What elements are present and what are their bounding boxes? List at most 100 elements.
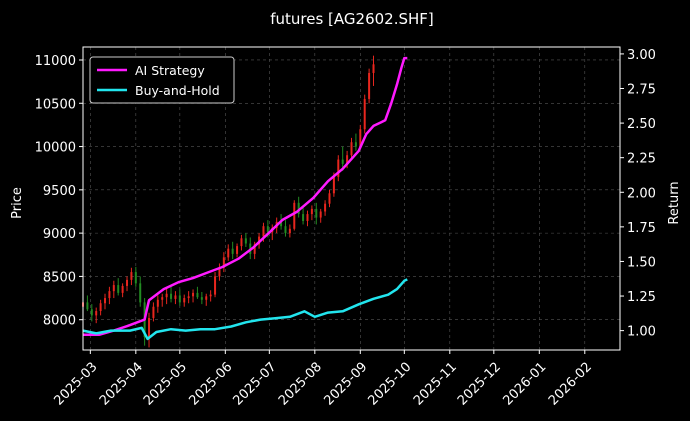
y-left-tick-label: 9000 <box>43 227 76 242</box>
x-tick-label: 2025-10 <box>365 360 414 409</box>
candle-body <box>293 202 296 229</box>
candle-body <box>297 202 300 215</box>
candle-body <box>205 296 208 300</box>
candle-body <box>218 267 221 277</box>
legend-label-buy-and-hold: Buy-and-Hold <box>135 83 220 98</box>
y-left-tick-label: 10000 <box>35 141 76 156</box>
candle-body <box>302 214 305 222</box>
legend: AI Strategy Buy-and-Hold <box>89 56 235 104</box>
candle-body <box>130 272 133 280</box>
y-left-tick-label: 8500 <box>43 270 76 285</box>
candle-body <box>341 159 344 164</box>
candle-body <box>139 283 142 303</box>
candle-body <box>227 248 230 258</box>
candle-body <box>148 317 151 338</box>
candle-body <box>368 72 371 99</box>
y-left-tick-label: 8000 <box>43 314 76 329</box>
candle-body <box>121 285 124 293</box>
candle-body <box>284 226 287 234</box>
candle-body <box>354 142 357 147</box>
candle-body <box>372 64 375 73</box>
y-left-tick-label: 11000 <box>35 54 76 69</box>
candle-body <box>280 221 283 227</box>
candle-body <box>117 285 120 293</box>
candle-body <box>222 257 225 268</box>
x-tick-label: 2025-04 <box>97 360 146 409</box>
candle-body <box>187 296 190 299</box>
y-left-tick-label: 10500 <box>35 97 76 112</box>
candle-body <box>236 246 239 254</box>
x-tick-label: 2026-01 <box>500 360 549 409</box>
candle-body <box>306 214 309 222</box>
return-lines <box>82 56 408 341</box>
candle-body <box>86 302 89 310</box>
candle-body <box>196 292 199 298</box>
candle-body <box>266 226 269 233</box>
candle-body <box>95 311 98 316</box>
candle-body <box>324 203 327 212</box>
candle-body <box>288 228 291 234</box>
candle-body <box>90 309 93 316</box>
candle-body <box>337 159 340 177</box>
candle-body <box>214 276 217 295</box>
x-tick-label: 2026-02 <box>546 360 595 409</box>
candle-body <box>112 285 115 292</box>
x-tick-label: 2025-05 <box>141 360 190 409</box>
x-tick-label: 2025-11 <box>411 360 460 409</box>
candle-body <box>332 176 335 194</box>
candle-body <box>134 272 137 284</box>
x-tick-label: 2025-12 <box>455 360 504 409</box>
legend-box <box>89 56 235 104</box>
y-right-tick-label: 1.50 <box>627 255 656 270</box>
candle-body <box>161 297 164 300</box>
y-axis-left-title: Price <box>10 187 25 219</box>
candle-body <box>178 295 181 303</box>
plot-frame <box>82 46 621 351</box>
x-tick-label: 2025-08 <box>276 360 325 409</box>
x-tick-label: 2025-06 <box>186 360 235 409</box>
candle-body <box>209 294 212 297</box>
y-right-tick-label: 2.50 <box>627 117 656 132</box>
ai-strategy-line <box>83 56 408 337</box>
y-right-tick-label: 3.00 <box>627 48 656 63</box>
candle-body <box>108 291 111 299</box>
candle-body <box>126 279 129 286</box>
candle-body <box>359 129 362 147</box>
candle-body <box>319 211 322 218</box>
candle-body <box>346 155 349 164</box>
y-right-tick-label: 2.75 <box>627 83 656 98</box>
x-tick-label: 2025-09 <box>321 360 370 409</box>
candle-body <box>363 98 366 130</box>
candle-body <box>262 226 265 237</box>
chart-title: futures [AG2602.SHF] <box>270 10 434 28</box>
candle-body <box>310 208 313 215</box>
legend-label-ai-strategy: AI Strategy <box>135 63 205 78</box>
y-right-tick-label: 1.75 <box>627 221 656 236</box>
candle-body <box>165 293 168 298</box>
candle-body <box>200 297 203 300</box>
candle-body <box>350 142 353 156</box>
candle-body <box>192 292 195 297</box>
y-left-tick-label: 9500 <box>43 184 76 199</box>
candle-body <box>244 238 247 244</box>
candle-body <box>170 293 173 299</box>
x-tick-label: 2025-03 <box>51 360 100 409</box>
candle-body <box>183 298 186 303</box>
y-right-tick-label: 2.25 <box>627 152 656 167</box>
candle-body <box>253 244 256 254</box>
candle-body <box>174 295 177 299</box>
candle-body <box>156 299 159 307</box>
candle-body <box>231 248 234 254</box>
candle-body <box>152 306 155 318</box>
candle-body <box>104 298 107 304</box>
candle-body <box>99 303 102 312</box>
y-right-tick-label: 1.25 <box>627 290 656 305</box>
buy-and-hold-line <box>82 278 408 341</box>
x-tick-label: 2025-07 <box>230 360 279 409</box>
y-right-tick-label: 1.00 <box>627 325 656 340</box>
candle-body <box>328 193 331 204</box>
y-axis-right-title: Return <box>667 181 682 224</box>
candle-body <box>240 238 243 247</box>
candle-body <box>315 208 318 218</box>
